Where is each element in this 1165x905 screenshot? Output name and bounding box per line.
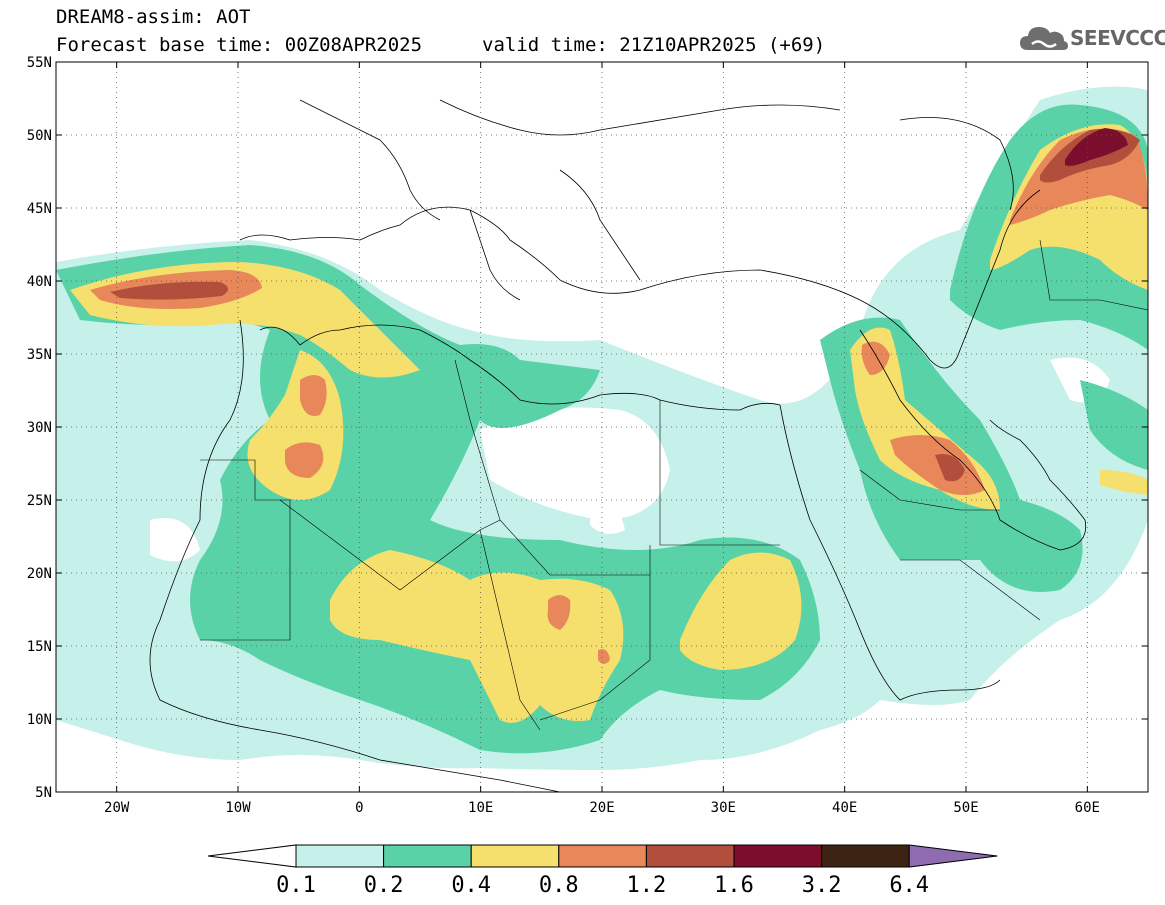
valid-time: valid time: 21Z10APR2025 (+69) (482, 34, 826, 56)
colorbar-label: 6.4 (889, 873, 929, 898)
colorbar-swatch (383, 844, 472, 868)
lon-tick-label: 10W (225, 800, 251, 816)
lon-tick-label: 60E (1075, 800, 1100, 816)
forecast-base-time: Forecast base time: 00Z08APR2025 (56, 34, 423, 56)
axis-ticks (56, 61, 1148, 793)
lat-tick-label: 5N (35, 785, 52, 801)
cloud-icon (1020, 27, 1068, 50)
lon-tick-label: 20W (104, 800, 130, 816)
lon-tick-label: 10E (468, 800, 493, 816)
colorbar-swatch (558, 844, 647, 868)
lat-tick-label: 50N (27, 128, 52, 144)
lon-tick-label: 0 (355, 800, 363, 816)
lat-tick-label: 35N (27, 347, 52, 363)
colorbar-swatch (295, 844, 385, 868)
lat-tick-label: 40N (27, 274, 52, 290)
lat-tick-label: 10N (27, 712, 52, 728)
colorbar-swatch (470, 844, 560, 868)
coastlines (149, 99, 1087, 792)
colorbar-swatch (645, 844, 735, 868)
lat-tick-label: 45N (27, 201, 52, 217)
seevccc-logo: SEEVCCC (1018, 22, 1165, 54)
colorbar-swatch (821, 844, 910, 868)
colorbar-label: 0.8 (539, 873, 579, 898)
colorbar-swatch (733, 844, 823, 868)
colorbar-label: 0.2 (364, 873, 404, 898)
colorbar-label: 3.2 (802, 873, 842, 898)
lon-tick-label: 20E (589, 800, 614, 816)
lat-tick-label: 20N (27, 566, 52, 582)
colorbar-label: 1.6 (714, 873, 754, 898)
lat-tick-label: 25N (27, 493, 52, 509)
lat-tick-label: 30N (27, 420, 52, 436)
gridlines (56, 62, 1148, 792)
colorbar-under-arrow (207, 844, 297, 868)
lon-tick-label: 30E (711, 800, 736, 816)
colorbar-label: 0.4 (451, 873, 491, 898)
lat-tick-label: 15N (27, 639, 52, 655)
lon-tick-label: 50E (953, 800, 978, 816)
colorbar-over-arrow (908, 844, 998, 868)
chart-title: DREAM8-assim: AOT (56, 6, 251, 28)
lon-tick-label: 40E (832, 800, 857, 816)
aot-fields (56, 86, 1148, 770)
lat-tick-label: 55N (27, 55, 52, 71)
colorbar: 0.1 0.2 0.4 0.8 1.2 1.6 3.2 6.4 (207, 844, 998, 898)
logo-text: SEEVCCC (1070, 26, 1165, 50)
colorbar-label: 0.1 (276, 873, 316, 898)
latitude-labels: 5N 10N 15N 20N 25N 30N 35N 40N 45N 50N 55N (27, 55, 52, 801)
longitude-labels: 20W 10W 0 10E 20E 30E 40E 50E 60E (104, 800, 1100, 816)
colorbar-label: 1.2 (627, 873, 667, 898)
country-borders (200, 239, 1148, 731)
